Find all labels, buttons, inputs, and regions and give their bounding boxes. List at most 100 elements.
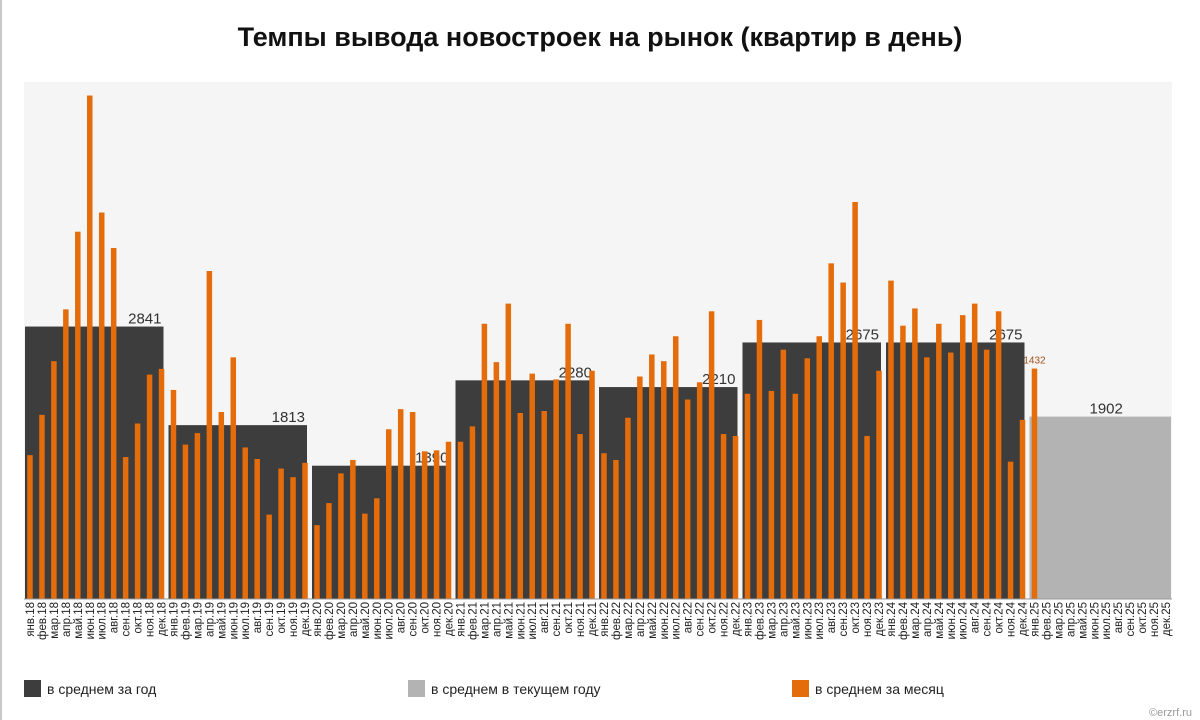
- x-tick-label-сен.22: сен.22: [695, 602, 707, 636]
- monthly-bar-май.24: [936, 323, 942, 599]
- x-tick-label-ноя.19: ноя.19: [288, 602, 300, 637]
- monthly-bar-мар.18: [51, 361, 57, 599]
- x-tick-label-май.23: май.23: [790, 602, 802, 639]
- monthly-bar-сен.21: [553, 379, 559, 599]
- monthly-bar-окт.21: [565, 323, 571, 599]
- monthly-bar-май.23: [792, 393, 799, 599]
- monthly-bar-июн.20: [374, 498, 380, 599]
- x-tick-label-ноя.20: ноя.20: [432, 602, 444, 637]
- monthly-bar-мар.22: [625, 417, 631, 599]
- x-tick-label-ноя.23: ноя.23: [862, 602, 874, 637]
- monthly-bar-июн.24: [948, 352, 954, 599]
- monthly-bar-июн.19: [230, 357, 237, 599]
- x-tick-label-сен.20: сен.20: [408, 602, 420, 636]
- monthly-bar-май.22: [649, 354, 655, 599]
- x-tick-label-июн.20: июн.20: [372, 602, 384, 639]
- monthly-bar-сен.20: [409, 411, 416, 599]
- monthly-bar-май.21: [505, 303, 512, 599]
- x-tick-label-ноя.22: ноя.22: [719, 602, 731, 637]
- x-tick-label-июн.22: июн.22: [659, 602, 671, 639]
- x-tick-label-апр.18: апр.18: [61, 602, 73, 637]
- x-tick-label-янв.21: янв.21: [455, 602, 467, 637]
- monthly-bar-янв.25: [1031, 368, 1038, 599]
- monthly-bar-ноя.20: [433, 450, 440, 599]
- monthly-bar-июн.23: [804, 358, 811, 599]
- x-tick-label-май.22: май.22: [647, 602, 659, 639]
- yearly-average-label-2024: 2675: [989, 326, 1022, 343]
- monthly-bar-янв.23: [744, 393, 751, 599]
- monthly-bar-авг.19: [254, 458, 260, 599]
- monthly-bar-апр.22: [637, 376, 643, 599]
- monthly-bar-дек.20: [445, 441, 452, 599]
- monthly-bar-мар.19: [194, 433, 201, 599]
- monthly-bar-апр.21: [493, 362, 500, 599]
- monthly-bar-авг.24: [971, 303, 978, 599]
- x-tick-label-мар.21: мар.21: [479, 602, 491, 639]
- monthly-bar-апр.23: [780, 349, 787, 599]
- x-tick-label-авг.20: авг.20: [396, 602, 408, 633]
- yearly-average-label-2018: 2841: [128, 311, 161, 328]
- monthly-bar-сен.22: [696, 382, 703, 599]
- x-tick-label-июл.20: июл.20: [384, 602, 396, 640]
- x-tick-label-мар.23: мар.23: [766, 602, 778, 639]
- monthly-bar-июл.22: [672, 336, 679, 599]
- x-tick-label-апр.23: апр.23: [778, 602, 790, 637]
- x-tick-label-фев.20: фев.20: [324, 602, 336, 640]
- x-tick-label-мар.25: мар.25: [1053, 602, 1065, 639]
- monthly-bar-апр.19: [206, 271, 213, 599]
- x-tick-label-янв.20: янв.20: [312, 602, 324, 637]
- monthly-bar-ноя.19: [290, 477, 296, 599]
- x-tick-label-окт.21: окт.21: [563, 602, 575, 634]
- x-tick-label-сен.18: сен.18: [121, 602, 133, 636]
- x-tick-label-дек.21: дек.21: [587, 602, 599, 636]
- monthly-bar-июл.19: [242, 447, 248, 599]
- monthly-bar-мар.21: [481, 323, 488, 599]
- monthly-bar-авг.20: [397, 409, 404, 599]
- monthly-bar-сен.19: [266, 514, 272, 599]
- x-tick-label-апр.19: апр.19: [204, 602, 216, 637]
- monthly-bar-фев.24: [900, 325, 906, 599]
- monthly-bar-окт.23: [852, 201, 858, 599]
- monthly-bar-дек.22: [732, 435, 739, 599]
- x-tick-label-сен.23: сен.23: [838, 602, 850, 636]
- monthly-bar-ноя.23: [864, 435, 870, 599]
- monthly-bar-апр.18: [63, 309, 69, 599]
- yearly-average-label-2020: 1390: [415, 450, 448, 467]
- x-tick-label-май.25: май.25: [1077, 602, 1089, 639]
- monthly-bar-апр.24: [924, 357, 930, 599]
- monthly-bar-июл.18: [98, 212, 105, 599]
- x-tick-label-авг.18: авг.18: [109, 602, 121, 633]
- legend-label-yearly: в среднем за год: [47, 680, 157, 697]
- yearly-average-bar-2023: [742, 342, 881, 599]
- x-tick-label-апр.24: апр.24: [922, 601, 934, 637]
- x-tick-label-май.24: май.24: [934, 601, 946, 638]
- monthly-bar-окт.20: [421, 451, 428, 599]
- x-tick-label-фев.24: фев.24: [898, 601, 910, 640]
- x-tick-label-дек.23: дек.23: [874, 602, 886, 636]
- legend-label-current-year: в среднем в текущем году: [431, 680, 601, 697]
- x-tick-label-апр.21: апр.21: [491, 602, 503, 637]
- x-tick-label-ноя.21: ноя.21: [575, 602, 587, 637]
- x-tick-label-июл.24: июл.24: [958, 601, 970, 639]
- yearly-average-bar-2020: [312, 465, 451, 599]
- x-tick-label-апр.22: апр.22: [635, 602, 647, 637]
- monthly-bar-дек.18: [158, 368, 165, 599]
- monthly-bar-авг.23: [828, 263, 834, 599]
- x-tick-label-янв.24: янв.24: [886, 601, 898, 636]
- x-tick-label-июн.24: июн.24: [946, 601, 958, 639]
- monthly-bar-ноя.21: [577, 434, 583, 599]
- monthly-bar-июн.22: [661, 361, 667, 599]
- x-tick-label-дек.24: дек.24: [1018, 601, 1030, 636]
- x-tick-label-янв.18: янв.18: [25, 602, 37, 637]
- x-tick-label-фев.25: фев.25: [1041, 602, 1053, 640]
- x-tick-label-мар.19: мар.19: [192, 602, 204, 639]
- yearly-average-bar-2019: [168, 425, 307, 599]
- x-tick-label-июл.25: июл.25: [1101, 602, 1113, 640]
- x-tick-label-окт.19: окт.19: [276, 602, 288, 634]
- x-tick-label-мар.24: мар.24: [910, 601, 922, 638]
- monthly-bar-окт.24: [995, 311, 1002, 599]
- legend-item-current-year: в среднем в текущем году: [408, 680, 601, 697]
- legend-item-monthly: в среднем за месяц: [792, 680, 944, 697]
- yearly-average-bar-2022: [599, 387, 738, 599]
- monthly-bar-авг.21: [541, 411, 547, 599]
